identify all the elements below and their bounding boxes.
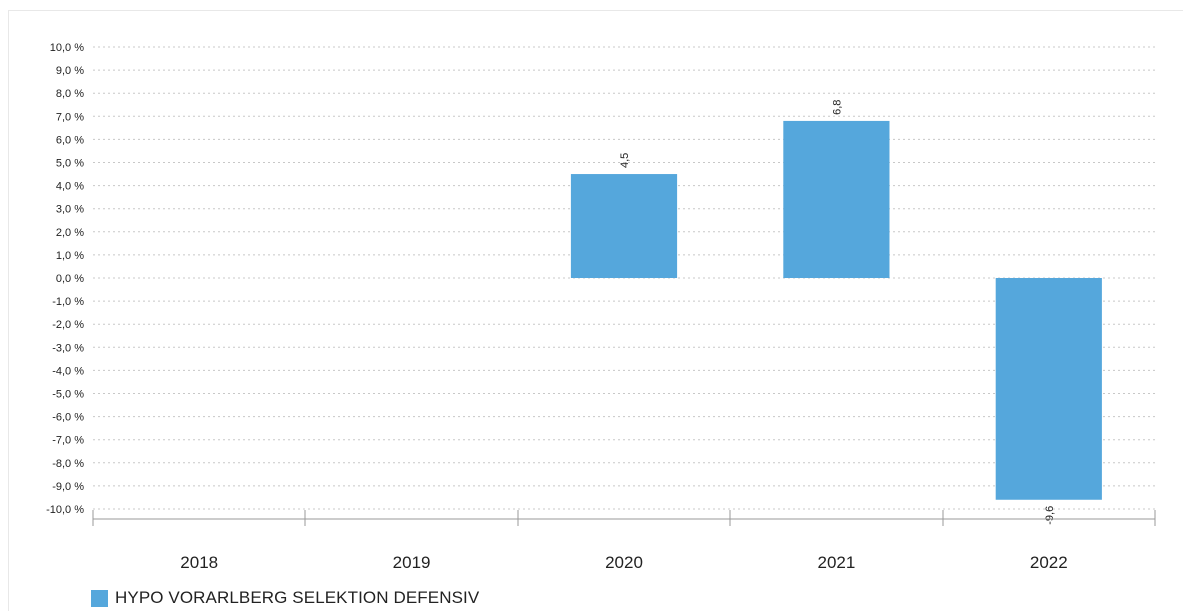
y-tick-label: 5,0 %	[56, 158, 84, 170]
x-tick-label: 2021	[817, 553, 855, 572]
x-axis: 2018 2019 2020 2021 2022	[92, 510, 1156, 572]
x-tick-label: 2022	[1030, 553, 1068, 572]
y-axis-ticks: 10,0 % 9,0 % 8,0 % 7,0 % 6,0 % 5,0 % 4,0 % 3,0 …	[46, 42, 84, 516]
x-tick-label: 2019	[393, 553, 431, 572]
y-tick-label: 1,0 %	[56, 250, 84, 262]
bar-value-label: -9,6	[1044, 506, 1056, 525]
y-tick-label: 4,0 %	[56, 181, 84, 193]
bar-value-label: 6,8	[831, 100, 843, 115]
y-tick-label: -1,0 %	[52, 296, 84, 308]
y-tick-label: -3,0 %	[52, 342, 84, 354]
y-tick-label: 2,0 %	[56, 227, 84, 239]
y-tick-label: 6,0 %	[56, 134, 84, 146]
bar-2022[interactable]	[995, 278, 1102, 500]
legend[interactable]: HYPO VORARLBERG SELEKTION DEFENSIV	[91, 588, 479, 608]
legend-swatch	[91, 589, 108, 607]
x-tick-label: 2018	[180, 553, 218, 572]
y-tick-label: -8,0 %	[52, 458, 84, 470]
y-tick-label: 7,0 %	[56, 111, 84, 123]
y-tick-label: -2,0 %	[52, 319, 84, 331]
bar-2021[interactable]	[783, 120, 890, 278]
x-tick-label: 2020	[605, 553, 643, 572]
bar-2020[interactable]	[570, 174, 678, 278]
frame-left-border	[8, 10, 9, 611]
legend-label: HYPO VORARLBERG SELEKTION DEFENSIV	[115, 588, 480, 607]
y-tick-label: 9,0 %	[56, 65, 84, 77]
y-tick-label: -5,0 %	[52, 389, 84, 401]
frame-top-border	[8, 10, 1183, 11]
y-tick-label: -10,0 %	[46, 504, 84, 516]
y-tick-label: -7,0 %	[52, 435, 84, 447]
y-tick-label: 0,0 %	[56, 273, 84, 285]
bars	[570, 120, 1102, 500]
y-tick-label: 10,0 %	[50, 42, 84, 54]
bar-value-labels: 4,5 6,8 -9,6	[619, 100, 1056, 525]
y-tick-label: 8,0 %	[56, 88, 84, 100]
y-tick-label: -4,0 %	[52, 365, 84, 377]
y-tick-label: -6,0 %	[52, 412, 84, 424]
bar-value-label: 4,5	[619, 153, 631, 168]
y-tick-label: -9,0 %	[52, 481, 84, 493]
y-tick-label: 3,0 %	[56, 204, 84, 216]
